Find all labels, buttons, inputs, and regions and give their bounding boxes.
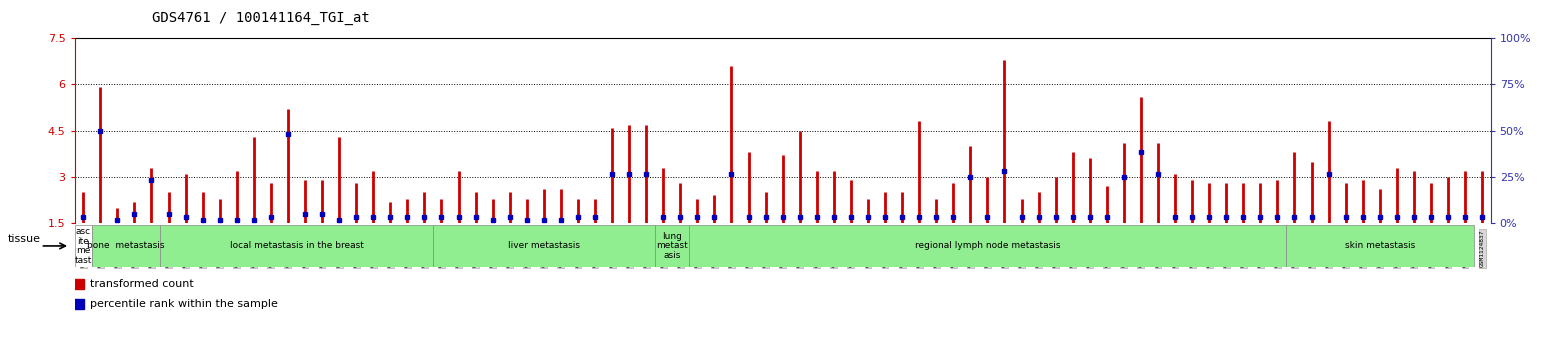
Text: liver metastasis: liver metastasis <box>507 241 580 250</box>
Bar <box>160 225 433 267</box>
Text: lung
metast
asis: lung metast asis <box>657 232 688 260</box>
Bar <box>689 225 1285 267</box>
Bar <box>655 225 689 267</box>
Text: percentile rank within the sample: percentile rank within the sample <box>90 299 279 309</box>
Text: regional lymph node metastasis: regional lymph node metastasis <box>915 241 1060 250</box>
Bar <box>433 225 655 267</box>
Text: tissue: tissue <box>8 234 40 244</box>
Text: asc
ite
me
tast: asc ite me tast <box>75 227 92 265</box>
Bar <box>92 225 160 267</box>
Text: skin metastasis: skin metastasis <box>1344 241 1414 250</box>
Text: transformed count: transformed count <box>90 280 194 289</box>
Text: GDS4761 / 100141164_TGI_at: GDS4761 / 100141164_TGI_at <box>152 11 370 25</box>
Text: bone  metastasis: bone metastasis <box>87 241 165 250</box>
Bar <box>75 225 92 267</box>
Text: local metastasis in the breast: local metastasis in the breast <box>230 241 364 250</box>
Bar <box>1285 225 1474 267</box>
